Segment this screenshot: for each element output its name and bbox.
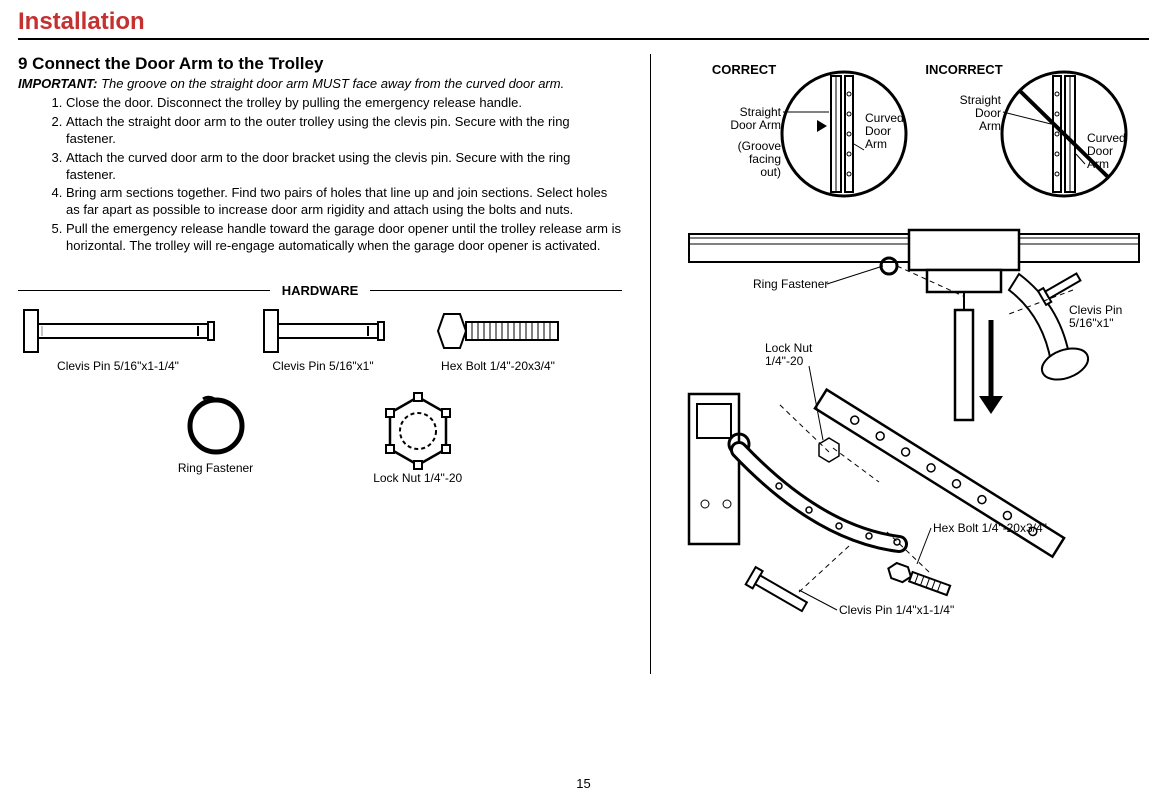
instruction-item: Attach the curved door arm to the door b…	[66, 150, 622, 184]
page-number: 15	[576, 776, 590, 791]
important-line: IMPORTANT: The groove on the straight do…	[18, 76, 622, 91]
hw-hex-bolt: Hex Bolt 1/4"-20x3/4"	[428, 304, 568, 373]
hw-label: Lock Nut 1/4"-20	[373, 471, 462, 485]
left-column: 9 Connect the Door Arm to the Trolley IM…	[18, 54, 632, 674]
important-label: IMPORTANT:	[18, 76, 97, 91]
lock-nut-label: Lock Nut1/4"-20	[765, 341, 813, 368]
hw-clevis-pin-large: Clevis Pin 5/16"x1-1/4"	[18, 304, 218, 373]
right-column: CORRECT StraightDoor Arm (Groovefacingou…	[669, 54, 1149, 674]
hw-label: Clevis Pin 5/16"x1-1/4"	[18, 359, 218, 373]
important-text: The groove on the straight door arm MUST…	[101, 76, 564, 91]
hw-clevis-pin-small: Clevis Pin 5/16"x1"	[258, 304, 388, 373]
hardware-header: HARDWARE	[18, 283, 622, 298]
correct-label: CORRECT	[712, 62, 776, 77]
hw-label: Hex Bolt 1/4"-20x3/4"	[428, 359, 568, 373]
clevis-pin-small-label: Clevis Pin5/16"x1"	[1069, 303, 1122, 330]
assembly-diagram: Ring Fastener Clevis Pin5/16"x1" Lock Nu…	[669, 224, 1149, 654]
instruction-item: Bring arm sections together. Find two pa…	[66, 185, 622, 219]
instruction-item: Pull the emergency release handle toward…	[66, 221, 622, 255]
ring-fastener-icon	[181, 391, 251, 461]
clevis-pin-large-label: Clevis Pin 1/4"x1-1/4"	[839, 603, 954, 617]
clevis-pin-large-icon	[18, 304, 218, 359]
hw-label: Clevis Pin 5/16"x1"	[258, 359, 388, 373]
groove-label: (Groovefacingout)	[738, 139, 782, 179]
straight-arm-label: StraightDoor Arm	[730, 105, 781, 132]
hw-ring-fastener: Ring Fastener	[178, 391, 253, 485]
instruction-item: Close the door. Disconnect the trolley b…	[66, 95, 622, 112]
column-divider	[650, 54, 651, 674]
correct-incorrect-diagram: CORRECT StraightDoor Arm (Groovefacingou…	[669, 54, 1149, 224]
instruction-item: Attach the straight door arm to the oute…	[66, 114, 622, 148]
straight-arm-label-2: StraightDoorArm	[960, 93, 1002, 133]
hex-bolt-icon	[428, 304, 568, 359]
step-heading: 9 Connect the Door Arm to the Trolley	[18, 54, 622, 74]
hex-bolt-label: Hex Bolt 1/4"-20x3/4"	[933, 521, 1047, 535]
clevis-pin-small-icon	[258, 304, 388, 359]
instruction-list: Close the door. Disconnect the trolley b…	[18, 95, 622, 255]
hardware-label: HARDWARE	[270, 283, 371, 298]
hw-label: Ring Fastener	[178, 461, 253, 475]
page-title: Installation	[18, 8, 1149, 40]
incorrect-label: INCORRECT	[925, 62, 1002, 77]
hw-lock-nut: Lock Nut 1/4"-20	[373, 391, 462, 485]
ring-fastener-label: Ring Fastener	[753, 277, 828, 291]
lock-nut-icon	[378, 391, 458, 471]
